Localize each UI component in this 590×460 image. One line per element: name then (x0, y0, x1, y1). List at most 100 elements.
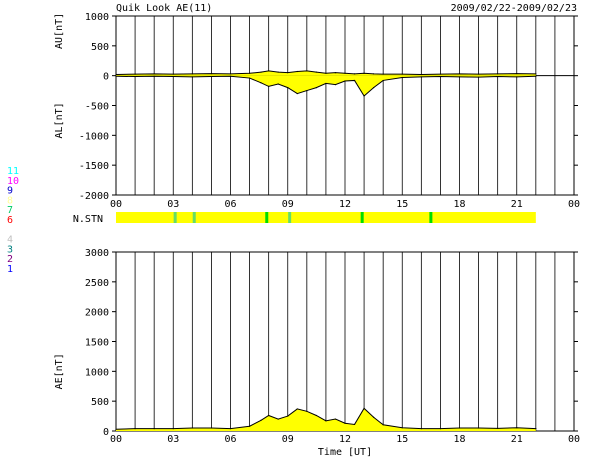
x-tick-label: 21 (511, 199, 523, 210)
data-point (477, 76, 480, 78)
data-point (497, 73, 499, 75)
y-tick-label: 0 (103, 427, 109, 438)
data-point (373, 73, 375, 75)
data-point (401, 73, 403, 75)
data-point (172, 73, 174, 75)
data-point (115, 75, 117, 77)
x-tick-label: 00 (568, 434, 580, 445)
x-tick-label: 03 (167, 199, 179, 210)
data-point (153, 73, 155, 75)
data-point (535, 73, 537, 75)
station-bar (116, 212, 536, 223)
legend-entry: 2 (7, 254, 13, 265)
data-point (325, 82, 327, 85)
data-point (334, 72, 337, 74)
data-point (420, 428, 422, 430)
y-tick-label: 1000 (85, 12, 109, 23)
series-fill (116, 75, 536, 96)
data-point (325, 72, 327, 74)
data-point (191, 73, 193, 75)
data-point (172, 75, 174, 78)
data-point (477, 73, 480, 75)
data-point (497, 427, 499, 429)
date-range: 2009/02/22-2009/02/23 (451, 3, 577, 14)
y-tick-label: 500 (91, 397, 109, 408)
y-axis-label: AE[nT] (54, 353, 65, 389)
series-line (115, 75, 536, 97)
x-tick-label: 00 (568, 199, 580, 210)
data-point (315, 87, 317, 89)
data-point (344, 422, 346, 424)
data-point (439, 75, 442, 78)
data-point (210, 75, 213, 78)
legend-entry: 4 (7, 235, 13, 246)
data-point (382, 424, 384, 426)
data-point (458, 76, 461, 78)
data-point (134, 75, 136, 78)
data-point (353, 423, 356, 426)
data-point (260, 82, 262, 84)
data-point (172, 428, 174, 430)
x-tick-label: 06 (224, 199, 236, 210)
x-tick-label: 09 (282, 434, 294, 445)
data-point (439, 428, 442, 430)
data-point (344, 80, 346, 82)
data-point (260, 419, 262, 421)
data-point (516, 72, 518, 75)
x-tick-label: 15 (396, 434, 408, 445)
x-tick-label: 09 (282, 199, 294, 210)
data-point (535, 428, 537, 430)
data-point (210, 72, 213, 75)
data-point (382, 73, 384, 75)
y-axis-label: AL[nT] (54, 102, 65, 138)
data-point (325, 420, 327, 422)
data-point (296, 92, 298, 95)
data-point (296, 70, 298, 73)
data-point (373, 87, 375, 89)
station-marker (173, 212, 177, 223)
data-point (401, 427, 403, 429)
y-tick-label: -2000 (79, 191, 109, 202)
data-point (535, 75, 537, 77)
y-axis-label: AU[nT] (54, 13, 65, 49)
data-point (458, 427, 461, 429)
data-point (363, 95, 365, 97)
data-point (439, 73, 442, 75)
data-point (287, 87, 289, 89)
data-point (363, 407, 365, 409)
data-point (191, 76, 193, 78)
legend-entry: 11 (7, 166, 19, 177)
data-point (497, 75, 499, 78)
data-point (210, 427, 213, 429)
data-point (363, 72, 365, 74)
series-line (115, 407, 536, 430)
data-point (277, 71, 279, 73)
data-point (134, 73, 136, 75)
legend-entry: 10 (7, 176, 19, 187)
y-tick-label: 1000 (85, 367, 109, 378)
data-point (420, 76, 422, 78)
x-tick-label: 18 (453, 434, 465, 445)
data-point (477, 427, 480, 429)
data-point (306, 410, 308, 412)
data-point (260, 71, 262, 73)
data-point (516, 76, 518, 78)
station-marker (360, 212, 364, 223)
station-marker (192, 212, 196, 223)
data-point (353, 73, 356, 75)
data-point (382, 79, 384, 82)
data-point (115, 73, 117, 76)
data-point (516, 427, 518, 429)
x-tick-label: 03 (167, 434, 179, 445)
data-point (248, 77, 251, 79)
x-tick-label: 12 (339, 434, 351, 445)
data-point (134, 428, 136, 430)
data-point (353, 79, 356, 82)
station-marker (265, 212, 269, 223)
x-tick-label: 18 (453, 199, 465, 210)
legend-entry: 7 (7, 205, 13, 216)
legend-entry: 8 (7, 195, 13, 206)
data-point (296, 408, 298, 410)
